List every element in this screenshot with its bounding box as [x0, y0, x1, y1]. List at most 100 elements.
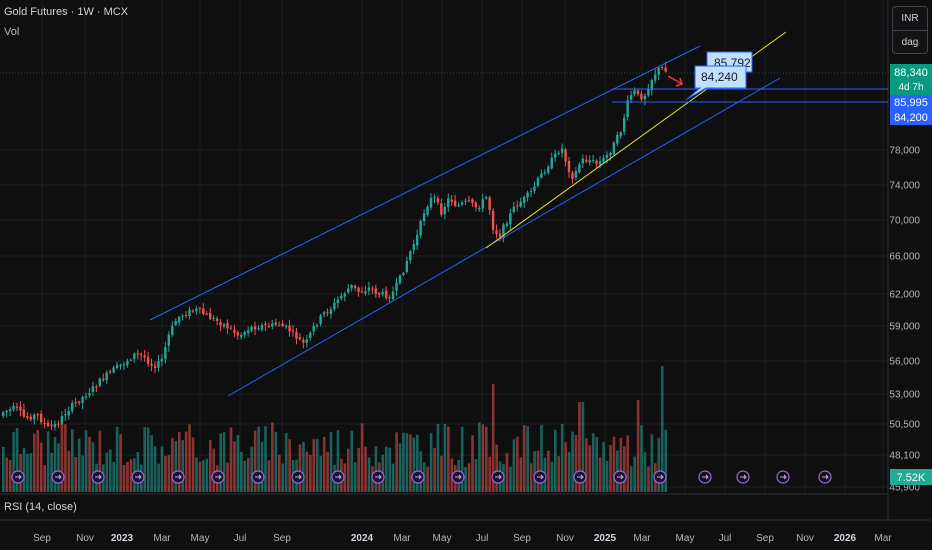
volume-bar	[84, 430, 88, 492]
candle-body	[36, 414, 39, 416]
volume-bar	[540, 424, 543, 492]
volume-bar	[260, 441, 264, 492]
candle-body	[46, 422, 50, 427]
candle-body	[136, 353, 139, 355]
candle-body	[98, 378, 101, 387]
price-tick-label: 53,000	[889, 390, 920, 401]
volume-bar	[598, 457, 602, 492]
candle-body	[412, 244, 415, 250]
candle-body	[240, 335, 243, 337]
callout-text-2: 84,240	[701, 70, 738, 84]
candle-body	[464, 200, 467, 202]
candle-body	[184, 315, 188, 317]
candle-body	[133, 353, 136, 359]
volume-bar	[119, 434, 122, 492]
volume-bar	[108, 449, 112, 492]
time-tick-label: Mar	[633, 533, 651, 544]
candle-body	[574, 170, 578, 178]
candle-body	[529, 191, 533, 193]
volume-bar	[460, 426, 464, 492]
candle-body	[264, 323, 267, 326]
volume-bar	[8, 460, 12, 492]
candle-body	[167, 334, 170, 346]
volume-bar	[436, 424, 440, 492]
rsi-legend[interactable]: RSI (14, close)	[4, 501, 77, 513]
candle-body	[195, 308, 198, 312]
volume-bar	[233, 441, 236, 492]
candle-body	[536, 177, 540, 186]
candle-body	[174, 321, 177, 325]
event-arrow-icon	[780, 474, 787, 480]
currency-unit-selector[interactable]: INR dag	[892, 6, 928, 54]
volume-bar	[298, 444, 302, 492]
time-tick-label: Mar	[153, 533, 171, 544]
volume-bar	[153, 446, 157, 492]
volume-bar	[585, 438, 588, 492]
candle-body	[516, 205, 519, 207]
event-arrow-icon	[415, 474, 422, 480]
time-tick-label: May	[191, 533, 210, 544]
candle-body	[22, 409, 26, 417]
volume-bar	[485, 426, 488, 492]
volume-bar	[467, 463, 471, 492]
candle-body	[205, 313, 208, 315]
volume-bar	[212, 448, 216, 492]
volume-bar	[2, 446, 5, 492]
candle-body	[436, 198, 440, 203]
candle-body	[388, 297, 391, 299]
volume-badge	[890, 469, 932, 485]
volume-bar	[560, 423, 564, 492]
event-arrow-icon	[702, 474, 709, 480]
volume-bar	[319, 455, 322, 492]
volume-bar	[474, 459, 478, 492]
volume-bar	[205, 458, 209, 492]
volume-bar	[402, 432, 405, 492]
time-tick-label: May	[676, 533, 695, 544]
candle-body	[509, 213, 512, 225]
volume-bar	[395, 432, 398, 492]
volume-bar	[184, 431, 188, 492]
volume-badge-text: 7.52K	[897, 472, 926, 484]
volume-bar	[222, 432, 226, 492]
volume-bar	[33, 433, 36, 492]
volume-bar	[64, 424, 67, 492]
volume-bar	[664, 429, 667, 492]
volume-bar	[229, 427, 233, 492]
candle-body	[429, 198, 433, 208]
volume-bar	[509, 466, 512, 492]
volume-bar	[191, 437, 195, 492]
volume-bar	[602, 442, 605, 492]
candle-body	[312, 325, 315, 332]
event-arrow-icon	[335, 474, 342, 480]
candle-body	[291, 330, 295, 332]
unit-label[interactable]: dag	[901, 37, 919, 48]
symbol-legend[interactable]: Gold Futures · 1W · MCX	[4, 6, 129, 18]
volume-bar	[409, 434, 412, 492]
volume-bar	[305, 451, 309, 492]
candle-body	[153, 365, 157, 369]
event-arrow-icon	[295, 474, 302, 480]
currency-label[interactable]: INR	[901, 13, 919, 24]
channel-upper-line	[149, 45, 701, 321]
candle-body	[347, 288, 350, 293]
volume-bar	[288, 439, 291, 492]
volume-bar	[88, 437, 91, 492]
volume-bar	[447, 426, 450, 492]
volume-bar	[612, 436, 616, 492]
candle-body	[288, 325, 291, 332]
volume-bar	[350, 430, 354, 492]
candle-body	[84, 396, 88, 398]
volume-bar	[405, 433, 409, 492]
volume-legend[interactable]: Vol	[4, 26, 20, 38]
candle-body	[284, 325, 288, 327]
time-tick-label: May	[433, 533, 452, 544]
volume-bar	[343, 463, 347, 492]
volume-bar	[609, 444, 612, 492]
time-tick-label: Nov	[76, 533, 94, 544]
candle-body	[322, 312, 326, 315]
volume-bar	[391, 463, 395, 492]
volume-bar	[550, 461, 554, 492]
event-arrow-icon	[577, 474, 584, 480]
volume-bar	[526, 426, 529, 492]
